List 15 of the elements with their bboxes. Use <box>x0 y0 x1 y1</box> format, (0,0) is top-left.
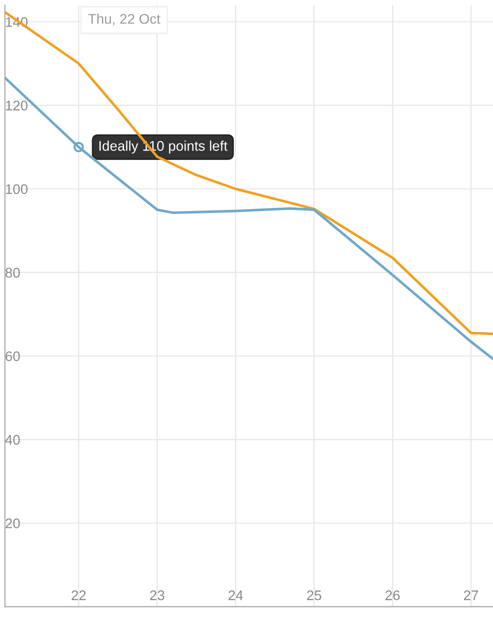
line-series <box>4 76 493 360</box>
x-tick-label: 23 <box>150 590 164 600</box>
y-tick-label: 60 <box>6 351 20 362</box>
x-tick-label: 26 <box>386 590 400 600</box>
y-tick-label: 120 <box>6 100 28 110</box>
annotation: Thu, 22 Oct <box>88 14 160 26</box>
y-tick-label: 20 <box>6 518 20 528</box>
y-tick-label: 100 <box>6 184 28 194</box>
x-tick-label: 27 <box>464 590 478 600</box>
y-tick-label: 40 <box>5 434 20 445</box>
x-tick-label: 24 <box>228 590 243 600</box>
x-tick-label: 22 <box>72 590 86 600</box>
y-tick-label: 80 <box>6 268 20 278</box>
line-series <box>4 10 493 336</box>
x-tick-label: 25 <box>307 590 322 600</box>
